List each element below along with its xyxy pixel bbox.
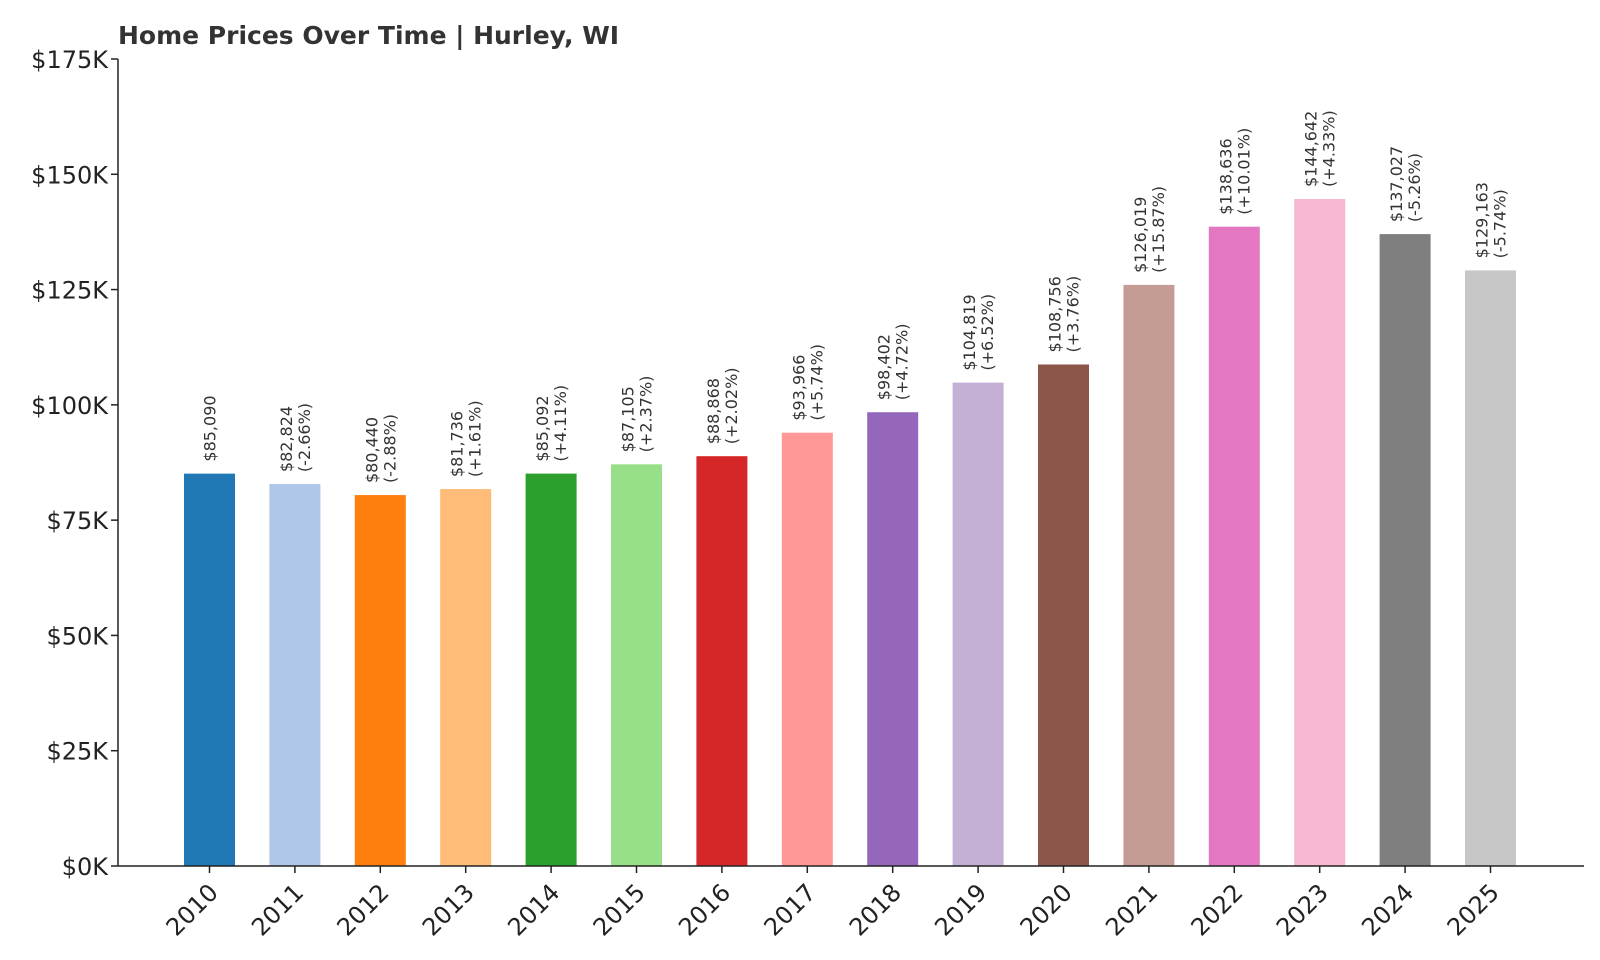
y-tick-label: $25K bbox=[46, 738, 109, 766]
bar-change-label: (+2.02%) bbox=[722, 367, 741, 444]
bar bbox=[1123, 284, 1175, 866]
bar-change-label: (+5.74%) bbox=[807, 344, 826, 421]
bar-value-label: $80,440 bbox=[362, 417, 381, 483]
bar-change-label: (-5.74%) bbox=[1491, 189, 1510, 258]
chart-title: Home Prices Over Time | Hurley, WI bbox=[118, 21, 619, 50]
bar-value-label: $93,966 bbox=[789, 355, 808, 421]
bar bbox=[1465, 270, 1516, 867]
x-tick-label: 2018 bbox=[844, 878, 907, 941]
x-axis: 2010 2011 2012 2013 2014 2015 2016 2017 2018 2019… bbox=[118, 865, 1584, 941]
bar bbox=[440, 489, 492, 866]
y-tick-label: $0K bbox=[62, 853, 110, 881]
x-tick-label: 2023 bbox=[1271, 878, 1334, 941]
bar-change-label: (-5.26%) bbox=[1405, 153, 1424, 222]
bar-change-label: (-2.88%) bbox=[380, 414, 399, 483]
bar-change-label: (+4.33%) bbox=[1320, 110, 1339, 187]
x-tick-label: 2012 bbox=[332, 878, 395, 941]
x-tick-label: 2010 bbox=[161, 878, 224, 941]
bar-value-label: $85,092 bbox=[533, 395, 552, 461]
x-tick-label: 2024 bbox=[1356, 878, 1419, 941]
bar-change-label: (+1.61%) bbox=[466, 400, 485, 477]
bar bbox=[269, 484, 321, 866]
x-tick-label: 2014 bbox=[502, 878, 565, 941]
bar-value-label: $138,636 bbox=[1216, 138, 1235, 214]
bar-value-label: $129,163 bbox=[1473, 182, 1492, 258]
bar-value-label: $98,402 bbox=[875, 334, 894, 400]
bar-change-label: (-2.66%) bbox=[295, 403, 314, 472]
bar-value-label: $85,090 bbox=[201, 395, 220, 461]
bar bbox=[525, 473, 577, 866]
bar-change-label: (+3.76%) bbox=[1064, 276, 1083, 353]
x-tick-label: 2021 bbox=[1100, 878, 1163, 941]
bar-value-label: $137,027 bbox=[1387, 146, 1406, 222]
bar bbox=[1294, 198, 1346, 866]
x-tick-label: 2020 bbox=[1015, 878, 1078, 941]
bar-change-label: (+2.37%) bbox=[637, 376, 656, 453]
bar-change-label: (+4.11%) bbox=[551, 385, 570, 462]
y-tick-label: $125K bbox=[31, 277, 109, 305]
bar-value-label: $81,736 bbox=[448, 411, 467, 477]
bar bbox=[184, 473, 235, 866]
bar bbox=[1379, 234, 1431, 867]
bar bbox=[867, 412, 919, 866]
y-axis: $0K $25K $50K $75K $100K $125K $150K $175K bbox=[31, 46, 119, 881]
bar bbox=[696, 456, 748, 866]
bar bbox=[354, 495, 406, 866]
bar-value-label: $88,868 bbox=[704, 378, 723, 444]
x-tick-label: 2015 bbox=[588, 878, 651, 941]
bar-value-label: $87,105 bbox=[619, 386, 638, 452]
bar-value-label: $108,756 bbox=[1046, 276, 1065, 352]
bar bbox=[611, 464, 662, 866]
bar-value-label: $82,824 bbox=[277, 406, 296, 472]
bar bbox=[1038, 364, 1089, 866]
y-tick-label: $50K bbox=[46, 622, 109, 650]
y-tick-label: $100K bbox=[31, 392, 109, 420]
y-tick-label: $75K bbox=[46, 507, 109, 535]
bars bbox=[184, 198, 1516, 867]
bar bbox=[952, 382, 1004, 866]
x-tick-label: 2022 bbox=[1186, 878, 1249, 941]
bar bbox=[1208, 226, 1260, 866]
bar-change-label: (+15.87%) bbox=[1149, 186, 1168, 273]
y-tick-label: $175K bbox=[31, 46, 109, 74]
bar-value-label: $104,819 bbox=[960, 294, 979, 370]
bar-value-label: $144,642 bbox=[1302, 111, 1321, 187]
bar-change-label: (+10.01%) bbox=[1234, 128, 1253, 215]
y-tick-label: $150K bbox=[31, 161, 109, 189]
bar-change-label: (+6.52%) bbox=[978, 294, 997, 371]
x-tick-label: 2013 bbox=[417, 878, 480, 941]
bar-value-label: $126,019 bbox=[1131, 197, 1150, 273]
x-tick-label: 2019 bbox=[929, 878, 992, 941]
x-tick-label: 2017 bbox=[759, 878, 822, 941]
bar-change-label: (+4.72%) bbox=[893, 324, 912, 401]
x-tick-label: 2011 bbox=[246, 878, 309, 941]
x-tick-label: 2025 bbox=[1442, 878, 1505, 941]
bar bbox=[781, 432, 833, 866]
x-tick-label: 2016 bbox=[673, 878, 736, 941]
bar-labels: $85,090 $82,824 (-2.66%) $80,440 (-2.88%) $81… bbox=[201, 110, 1510, 483]
